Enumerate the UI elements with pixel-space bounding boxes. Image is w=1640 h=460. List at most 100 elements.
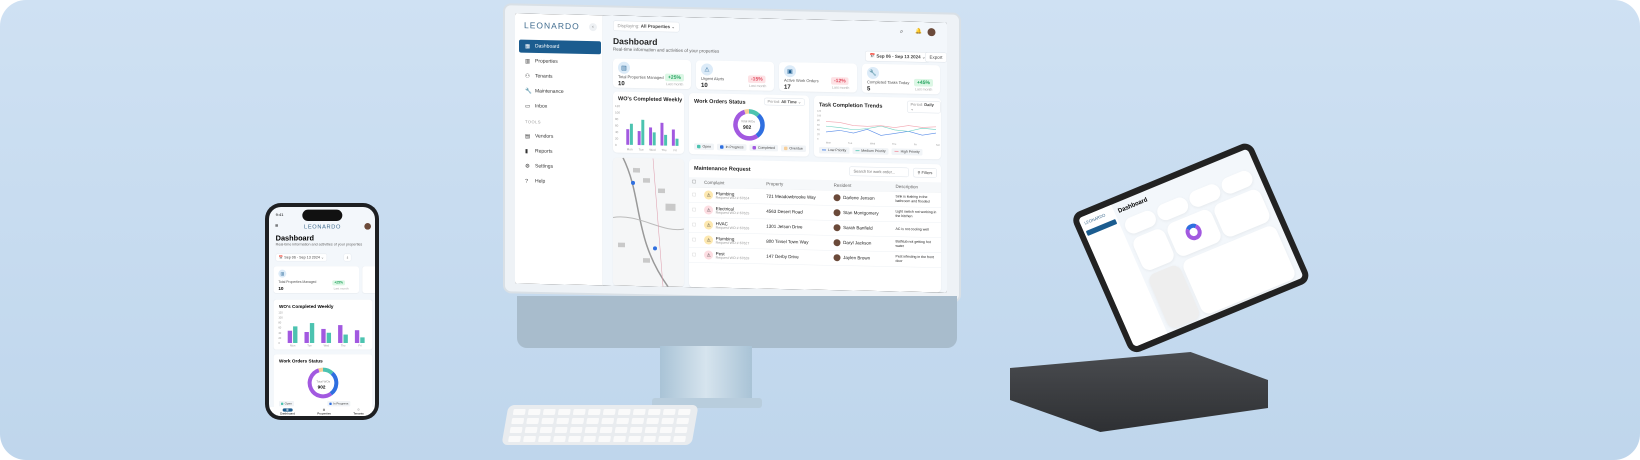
sidebar-item-reports[interactable]: ▮ Reports	[519, 145, 601, 160]
keyboard-key	[676, 418, 690, 424]
sidebar-item-tenants[interactable]: ⚇ Tenants	[519, 70, 601, 85]
keyboard-key	[541, 418, 555, 424]
donut-slice-completed	[307, 368, 333, 399]
menu-icon[interactable]: ≡	[274, 222, 279, 229]
page-subtitle: Real-time information and activities of …	[613, 46, 720, 54]
date-range-picker[interactable]: 📅 Sep 06 - Sep 13 2024 ⌄	[865, 50, 931, 63]
phone-screen: 9:41 ≡ LEONARDO Dashboard Real-time info…	[269, 207, 375, 416]
monitor-screen: LEONARDO ‹ ▦ Dashboard ▥ Properties ⚇ Tenants…	[515, 13, 947, 293]
y-tick-label: 40	[817, 128, 820, 131]
avatar[interactable]	[364, 222, 371, 230]
sidebar-item-settings[interactable]: ⚙ Settings	[519, 160, 601, 175]
x-tick-label: Mon	[290, 344, 296, 348]
task-trends-card: Task Completion Trends Period: Daily ⌄ 1…	[814, 95, 941, 160]
keyboard-key	[658, 436, 672, 442]
keyboard-key	[557, 409, 571, 415]
warning-icon: ⚠	[704, 220, 714, 230]
bar	[629, 123, 633, 145]
legend-swatch	[822, 149, 826, 151]
avatar[interactable]	[927, 28, 936, 37]
bell-icon[interactable]: 🔔	[915, 28, 922, 35]
description-cell: Light switch not working in the kitchen	[892, 206, 941, 223]
sidebar-item-dashboard[interactable]: ▦ Dashboard	[519, 39, 601, 55]
status-title: Work Orders Status	[694, 98, 746, 106]
phone-nav-dashboard[interactable]: ▦ Dashboard	[280, 408, 295, 416]
bar	[360, 337, 365, 343]
phone-nav-tenants[interactable]: ⚇ Tenants	[353, 408, 364, 416]
legend-label: In Progress	[333, 401, 349, 406]
warning-icon: ⚠	[704, 190, 714, 200]
x-tick-label: Mon	[826, 141, 831, 144]
y-tick-label: 120	[615, 104, 620, 108]
sidebar-item-help[interactable]: ? Help	[519, 175, 601, 190]
y-tick-label: 20	[615, 137, 619, 141]
bar	[671, 129, 675, 146]
property-map[interactable]	[613, 157, 684, 287]
phone-date-picker[interactable]: 📅 Sep 06 - Sep 13 2024 ⌄	[275, 253, 328, 262]
keyboard-key	[646, 418, 660, 424]
stat-label: Total Properties Managed	[278, 280, 317, 284]
sidebar-item-inbox[interactable]: ▭ Inbox	[519, 100, 601, 115]
stat-note: Last month	[749, 84, 767, 89]
y-tick-label: 120	[817, 110, 822, 113]
resident-name: Jaylen Brown	[843, 255, 871, 261]
legend-swatch	[720, 145, 724, 149]
search-icon[interactable]: ⌕	[900, 27, 904, 35]
keyboard-key	[511, 418, 525, 424]
x-tick-label: Sat	[936, 144, 940, 147]
row-checkbox[interactable]: ☐	[689, 187, 702, 203]
legend-item: In Progress	[717, 143, 747, 151]
legend-item: Completed	[749, 144, 778, 152]
x-tick-label: Fri	[674, 148, 678, 152]
keyboard	[501, 405, 699, 445]
export-icon[interactable]: ⤓	[343, 253, 352, 262]
stat-note: Last month	[333, 286, 349, 291]
stat-card: 🔧 Completed Tasks Today 5 +45% Last month	[862, 63, 940, 95]
sidebar-item-label: Maintenance	[535, 88, 564, 95]
sidebar-item-maintenance[interactable]: 🔧 Maintenance	[519, 85, 601, 100]
resident-name: Stan Montgomery	[843, 210, 879, 216]
gear-icon: ⚙	[525, 163, 530, 170]
y-tick-label: 100	[615, 111, 620, 115]
wrench-icon: 🔧	[867, 66, 879, 80]
work-order-number: Request WO # 67624	[715, 195, 750, 201]
stat-card: ▣ Active Work Orders 17 -12% Last month	[779, 61, 857, 93]
legend-swatch	[697, 144, 701, 149]
resident-name: Sarah Banfield	[843, 225, 873, 231]
work-order-search-input[interactable]	[849, 166, 909, 178]
select-all-checkbox[interactable]: ☐	[689, 177, 702, 188]
keyboard-key	[677, 409, 691, 415]
sidebar-item-vendors[interactable]: ▤ Vendors	[519, 130, 601, 145]
row-checkbox[interactable]: ☐	[689, 217, 702, 233]
phone-donut-chart	[307, 367, 339, 399]
complaint-cell: ⚠ Plumbing Request WO # 67624	[701, 187, 764, 204]
phone-nav-properties[interactable]: ▥ Properties	[317, 408, 331, 416]
resident-cell: Daryl Jackson	[830, 235, 893, 252]
complaint: Plumbing Request WO # 67624	[716, 191, 750, 200]
property-selector[interactable]: Displaying: All Properties ⌄	[613, 20, 680, 33]
monitor-base	[652, 398, 762, 408]
legend-item: High Priority	[891, 148, 923, 156]
description-cell: AC is not cooling well	[892, 221, 941, 238]
legend-item: Low Priority	[819, 146, 850, 154]
bar	[309, 323, 315, 343]
row-checkbox[interactable]: ☐	[689, 232, 702, 248]
y-tick-label: 100	[278, 315, 283, 319]
filters-button[interactable]: ⚲ Filters	[913, 167, 937, 178]
description-cell: Bathtub not getting hot water	[892, 236, 941, 253]
logo: LEONARDO	[524, 20, 580, 32]
y-tick-label: 60	[615, 124, 619, 128]
building-icon: ▥	[618, 61, 630, 74]
property-cell: 721 Meadowbrooke Way	[763, 188, 831, 206]
bar	[637, 131, 641, 146]
export-button[interactable]: Export	[925, 52, 947, 63]
row-checkbox[interactable]: ☐	[689, 247, 702, 263]
resident-name: Daryl Jackson	[843, 240, 872, 246]
warning-icon: ⚠	[704, 250, 714, 260]
status-period-dropdown[interactable]: Period: All Time ⌄	[764, 97, 805, 107]
row-checkbox[interactable]: ☐	[689, 202, 702, 218]
chevron-left-icon[interactable]: ‹	[589, 23, 597, 32]
phone: 9:41 ≡ LEONARDO Dashboard Real-time info…	[265, 203, 379, 420]
sidebar-item-properties[interactable]: ▥ Properties	[519, 55, 601, 70]
keyboard-key	[601, 418, 615, 424]
